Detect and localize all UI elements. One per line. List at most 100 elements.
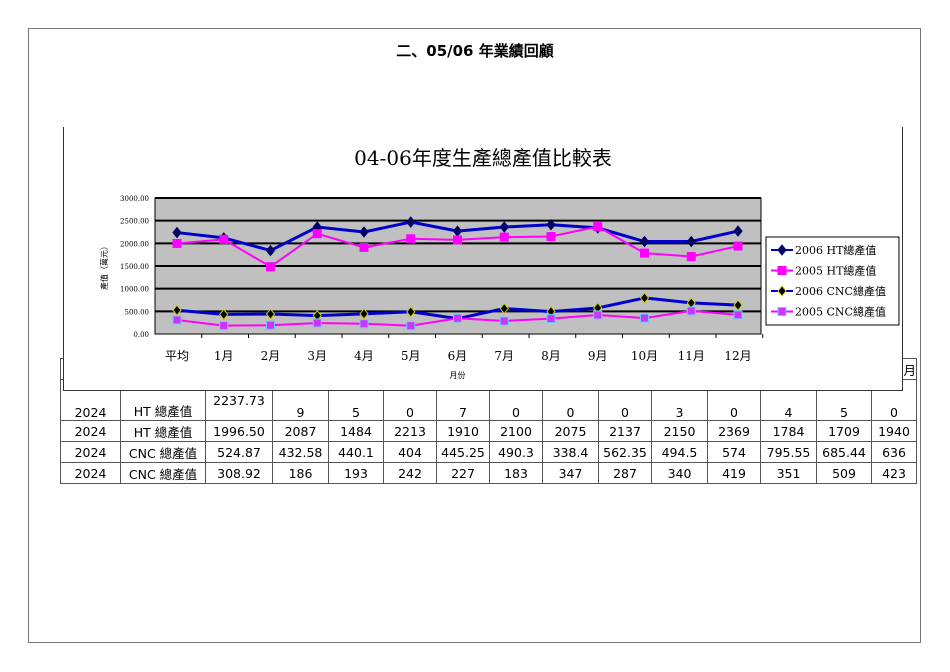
x-tick-label: 平均 bbox=[165, 349, 189, 363]
table-row: 2024 HT 總產值 1996.50 2087 1484 2213 1910 2100 207… bbox=[60, 420, 917, 442]
value-cell: 2137 bbox=[598, 420, 652, 442]
data-point bbox=[593, 222, 603, 232]
value-cell: 423 bbox=[871, 462, 917, 484]
data-point bbox=[406, 305, 416, 318]
page-frame bbox=[28, 28, 921, 643]
x-tick-label: 5月 bbox=[401, 349, 421, 363]
data-point bbox=[733, 241, 743, 251]
value-cell: 1784 bbox=[760, 420, 817, 442]
value-cell: 1996.50 bbox=[205, 420, 273, 442]
data-point bbox=[172, 304, 182, 317]
value-cell: 2369 bbox=[707, 420, 761, 442]
x-tick-label: 12月 bbox=[724, 349, 751, 363]
data-point bbox=[733, 310, 743, 320]
data-point bbox=[733, 299, 743, 311]
x-axis-label: 月份 bbox=[450, 370, 466, 380]
data-point bbox=[359, 319, 369, 329]
data-point bbox=[546, 218, 556, 231]
y-tick-label: 500.00 bbox=[125, 308, 150, 316]
value-cell: 562.35 bbox=[598, 441, 652, 463]
value-cell: 445.25 bbox=[436, 441, 490, 463]
value-cell: 340 bbox=[651, 462, 708, 484]
value-cell: 2150 bbox=[651, 420, 708, 442]
section-heading: 二、05/06 年業績回顧 bbox=[396, 42, 554, 60]
x-tick-label: 11月 bbox=[678, 349, 705, 363]
legend-marker bbox=[777, 285, 787, 297]
data-point bbox=[359, 226, 369, 238]
legend-marker bbox=[777, 266, 787, 275]
value-cell: 242 bbox=[383, 462, 437, 484]
data-point bbox=[359, 308, 369, 320]
label-cell: CNC 總產值 bbox=[120, 462, 206, 484]
x-tick-label: 10月 bbox=[631, 349, 658, 363]
y-tick-label: 1500.00 bbox=[120, 263, 149, 271]
data-point bbox=[406, 321, 416, 331]
chart-title: 04-06年度生產總產值比較表 bbox=[354, 146, 612, 170]
value-cell: 1940 bbox=[871, 420, 917, 442]
data-point bbox=[593, 310, 603, 320]
data-point bbox=[640, 248, 649, 258]
label-cell: HT 總產值 bbox=[120, 420, 206, 442]
x-tick-label: 8月 bbox=[541, 349, 561, 363]
value-cell: 287 bbox=[598, 462, 652, 484]
data-point bbox=[219, 234, 229, 244]
x-tick-label: 9月 bbox=[588, 349, 608, 363]
y-tick-label: 3000.00 bbox=[120, 195, 149, 203]
value-cell: 1910 bbox=[436, 420, 490, 442]
data-point bbox=[499, 316, 509, 326]
value-cell: 404 bbox=[383, 441, 437, 463]
x-tick-label: 6月 bbox=[448, 349, 468, 363]
data-point bbox=[406, 216, 416, 228]
value-cell: 227 bbox=[436, 462, 490, 484]
value-cell: 1484 bbox=[328, 420, 384, 442]
chart: 04-06年度生產總產值比較表 0.00 500.00 1000.00 1500.00 2… bbox=[63, 127, 903, 391]
x-tick-label: 3月 bbox=[307, 349, 327, 363]
value-cell: 186 bbox=[272, 462, 329, 484]
y-tick-label: 0.00 bbox=[133, 331, 149, 339]
value-cell: 440.1 bbox=[328, 441, 384, 463]
data-point bbox=[265, 308, 276, 320]
data-point bbox=[312, 318, 322, 328]
y-tick-label: 1000.00 bbox=[120, 286, 149, 294]
y-axis-label: 產值（萬元） bbox=[99, 242, 109, 290]
data-point bbox=[639, 235, 650, 248]
value-cell: 1709 bbox=[816, 420, 872, 442]
year-cell: 2024 bbox=[60, 462, 121, 484]
data-point bbox=[266, 320, 275, 330]
value-cell: 2075 bbox=[542, 420, 599, 442]
data-point bbox=[546, 314, 556, 324]
x-tick-label: 1月 bbox=[214, 349, 234, 363]
data-point bbox=[639, 292, 650, 304]
x-tick-label: 7月 bbox=[494, 349, 514, 363]
data-point bbox=[172, 315, 182, 325]
value-cell: 2213 bbox=[383, 420, 437, 442]
data-point bbox=[266, 262, 275, 272]
data-point bbox=[172, 238, 182, 248]
table-row: 2024 CNC 總產值 524.87 432.58 440.1 404 445.25 490… bbox=[60, 441, 917, 463]
x-tick-label: 2月 bbox=[261, 349, 281, 363]
value-cell: 2087 bbox=[272, 420, 329, 442]
legend-label: 2006 CNC總產值 bbox=[795, 284, 886, 298]
value-cell: 432.58 bbox=[272, 441, 329, 463]
data-point bbox=[359, 242, 369, 252]
label-cell: CNC 總產值 bbox=[120, 441, 206, 463]
data-point bbox=[219, 321, 229, 331]
legend bbox=[765, 236, 900, 326]
y-tick-label: 2000.00 bbox=[120, 240, 149, 248]
value-cell: 347 bbox=[542, 462, 599, 484]
data-point bbox=[686, 252, 696, 262]
value-cell: 2100 bbox=[489, 420, 543, 442]
value-cell: 795.55 bbox=[760, 441, 817, 463]
legend-label: 2005 HT總產值 bbox=[795, 264, 876, 278]
value-cell: 490.3 bbox=[489, 441, 543, 463]
data-point bbox=[265, 244, 276, 257]
data-point bbox=[686, 306, 696, 316]
value-cell: 524.87 bbox=[205, 441, 273, 463]
y-tick-label: 2500.00 bbox=[120, 218, 149, 226]
legend-marker bbox=[777, 307, 787, 316]
legend-label: 2006 HT總產值 bbox=[795, 243, 876, 257]
data-point bbox=[172, 226, 182, 239]
value-cell: 183 bbox=[489, 462, 543, 484]
value-cell: 574 bbox=[707, 441, 761, 463]
chart-svg: 04-06年度生產總產值比較表 0.00 500.00 1000.00 1500.00 2… bbox=[99, 146, 900, 380]
